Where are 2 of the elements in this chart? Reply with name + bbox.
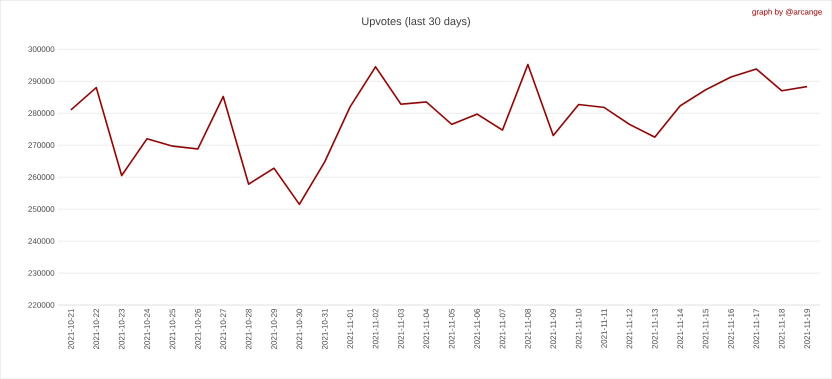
- line-series: [70, 64, 808, 205]
- chart-title: Upvotes (last 30 days): [362, 16, 470, 28]
